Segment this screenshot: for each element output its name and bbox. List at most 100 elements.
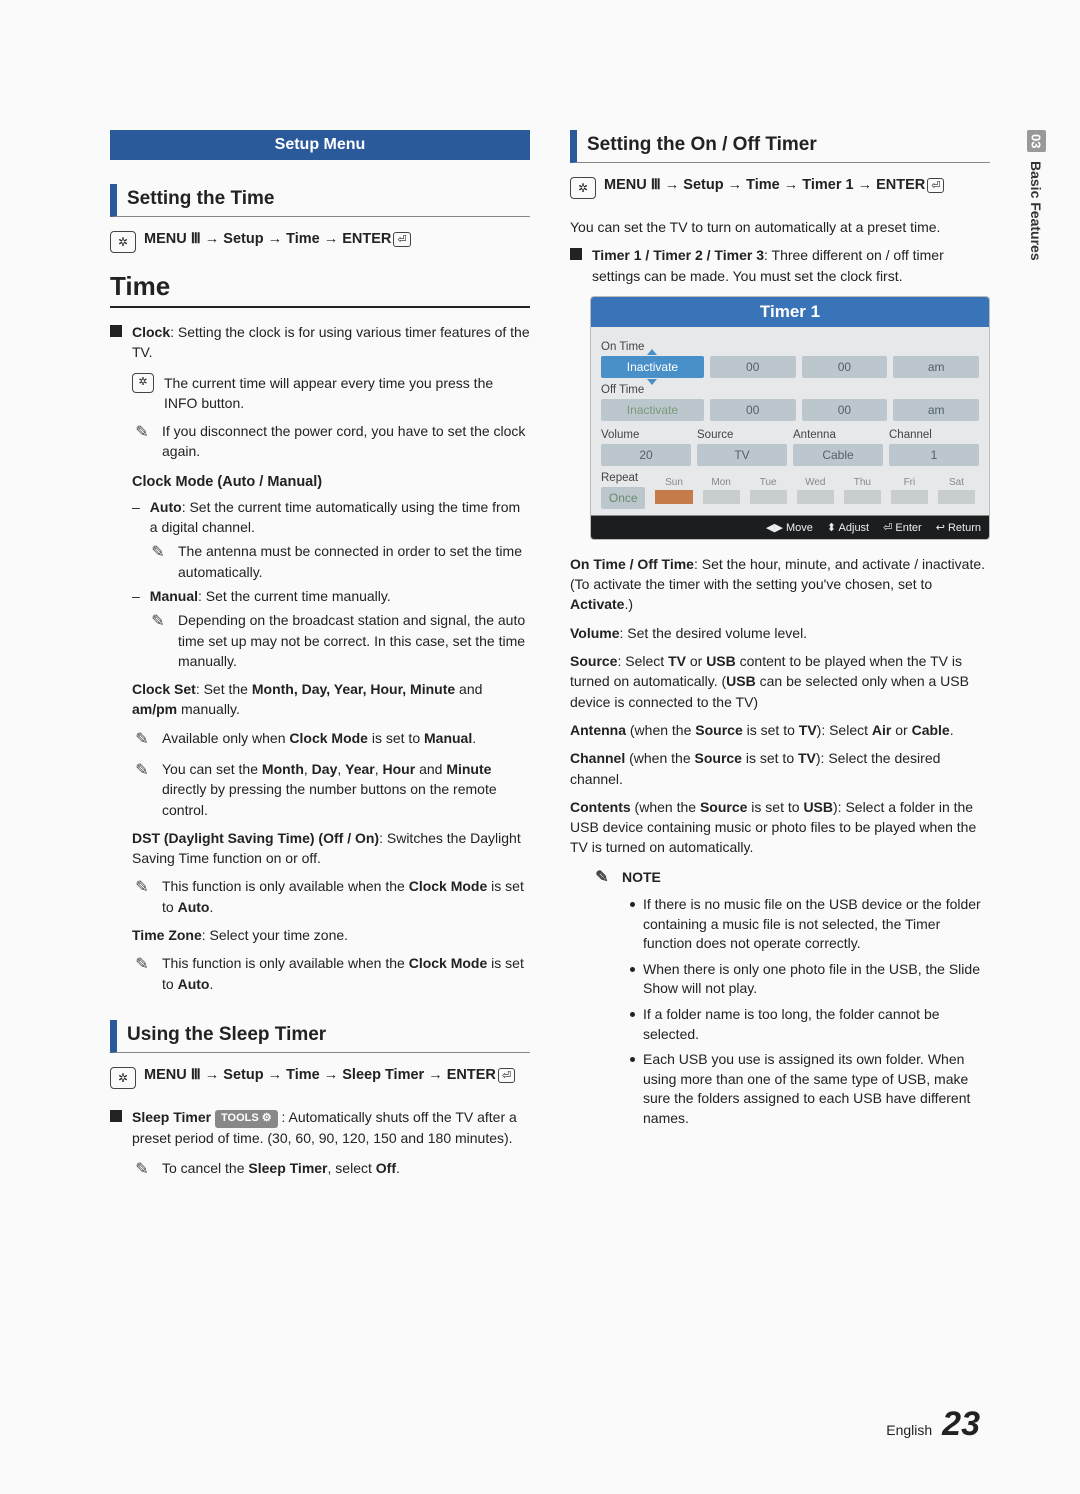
enter-icon: ⏎: [393, 232, 410, 247]
note-1: If there is no music file on the USB dev…: [630, 895, 990, 954]
note-icon: ✎: [132, 759, 152, 820]
p-volume: Volume: Set the desired volume level.: [570, 623, 990, 643]
manual-item: – Manual: Set the current time manually.: [132, 586, 530, 606]
power-cord-note: ✎ If you disconnect the power cord, you …: [132, 421, 530, 462]
chapter-tab: 03 Basic Features: [1022, 130, 1050, 264]
note-4: Each USB you use is assigned its own fol…: [630, 1050, 990, 1128]
day-mon-box[interactable]: [703, 490, 740, 504]
osd-src-label: Source: [697, 429, 787, 441]
note-icon: ✎: [132, 1158, 152, 1181]
osd-footer-move: ◀▶ Move: [766, 521, 813, 534]
day-sun-box[interactable]: [655, 490, 692, 504]
auto-item: – Auto: Set the current time automatical…: [132, 497, 530, 538]
nav-path-time: ✲ MENU Ⅲ → Setup → Time → ENTER⏎: [110, 231, 530, 253]
day-tue-box[interactable]: [750, 490, 787, 504]
manual-label: Manual: [150, 588, 198, 604]
osd-vol-val[interactable]: 20: [601, 444, 691, 466]
osd-offtime-min[interactable]: 00: [802, 399, 888, 421]
note-heading-text: NOTE: [622, 867, 661, 887]
p-source: Source: Select TV or USB content to be p…: [570, 651, 990, 712]
osd-title: Timer 1: [591, 297, 989, 327]
manual-text: : Set the current time manually.: [198, 588, 391, 604]
clock-text: : Setting the clock is for using various…: [132, 324, 530, 360]
p-antenna: Antenna (when the Source is set to TV): …: [570, 720, 990, 740]
menu-icon: ✲: [110, 1067, 136, 1089]
sleep-timer-item: Sleep Timer TOOLS ⚙ : Automatically shut…: [110, 1107, 530, 1148]
sleep-cancel-note: ✎ To cancel the Sleep Timer, select Off.: [132, 1158, 530, 1181]
footer-lang: English: [886, 1422, 932, 1438]
auto-note-text: The antenna must be connected in order t…: [178, 541, 530, 582]
auto-label: Auto: [150, 499, 182, 515]
day-fri: Fri: [891, 477, 928, 488]
clock-label: Clock: [132, 324, 170, 340]
day-wed-box[interactable]: [797, 490, 834, 504]
timer-desc: Timer 1 / Timer 2 / Timer 3: Three diffe…: [570, 245, 990, 286]
day-thu-box[interactable]: [844, 490, 881, 504]
osd-ch-label: Channel: [889, 429, 979, 441]
timezone: Time Zone: Select your time zone.: [132, 925, 530, 945]
osd-offtime-ampm[interactable]: am: [893, 399, 979, 421]
day-mon: Mon: [703, 477, 740, 488]
note-icon: ✎: [148, 541, 168, 582]
chapter-name: Basic Features: [1028, 159, 1044, 261]
osd-offtime-label: Off Time: [601, 384, 979, 396]
tools-badge: TOOLS ⚙: [215, 1110, 278, 1128]
timer-osd: Timer 1 On Time Inactivate 00 00 am Off …: [590, 296, 990, 540]
osd-vol-label: Volume: [601, 429, 691, 441]
osd-src-val[interactable]: TV: [697, 444, 787, 466]
note-2: When there is only one photo file in the…: [630, 960, 990, 999]
square-bullet-icon: [570, 248, 582, 260]
note-icon: ✎: [132, 953, 152, 994]
tz-note: ✎ This function is only available when t…: [132, 953, 530, 994]
p-contents: Contents (when the Source is set to USB)…: [570, 797, 990, 858]
note-icon: ✎: [132, 876, 152, 917]
auto-note: ✎ The antenna must be connected in order…: [148, 541, 530, 582]
osd-ant-val[interactable]: Cable: [793, 444, 883, 466]
clock-item: Clock: Setting the clock is for using va…: [110, 322, 530, 363]
note-3: If a folder name is too long, the folder…: [630, 1005, 990, 1044]
cs-note1: ✎ Available only when Clock Mode is set …: [132, 728, 530, 751]
enter-icon: ⏎: [498, 1068, 515, 1083]
day-sat-box[interactable]: [938, 490, 975, 504]
osd-ontime-min[interactable]: 00: [802, 356, 888, 378]
day-thu: Thu: [844, 477, 881, 488]
cs-note2: ✎ You can set the Month, Day, Year, Hour…: [132, 759, 530, 820]
menu-icon: ✲: [110, 231, 136, 253]
manual-note-text: Depending on the broadcast station and s…: [178, 610, 530, 671]
day-fri-box[interactable]: [891, 490, 928, 504]
note-icon: ✎: [148, 610, 168, 671]
nav-text: MENU Ⅲ → Setup → Time → ENTER: [144, 231, 391, 247]
info-hint-text: The current time will appear every time …: [164, 373, 530, 414]
osd-repeat-val[interactable]: Once: [601, 487, 645, 509]
osd-footer-adjust: ⬍ Adjust: [827, 521, 869, 534]
note-icon: ✎: [132, 421, 152, 462]
time-heading: Time: [110, 271, 530, 308]
p-onoff: On Time / Off Time: Set the hour, minute…: [570, 554, 990, 615]
osd-footer: ◀▶ Move ⬍ Adjust ⏎ Enter ↩ Return: [591, 515, 989, 539]
nav-text: MENU Ⅲ → Setup → Time → Sleep Timer → EN…: [144, 1067, 496, 1083]
osd-footer-return: ↩ Return: [936, 521, 981, 534]
p-channel: Channel (when the Source is set to TV): …: [570, 748, 990, 789]
chapter-number: 03: [1027, 130, 1046, 152]
day-tue: Tue: [750, 477, 787, 488]
osd-offtime-hour[interactable]: 00: [710, 399, 796, 421]
info-hint: ✲ The current time will appear every tim…: [132, 373, 530, 414]
enter-icon: ⏎: [927, 178, 944, 193]
manual-note: ✎ Depending on the broadcast station and…: [148, 610, 530, 671]
osd-ontime-hour[interactable]: 00: [710, 356, 796, 378]
osd-offtime-state[interactable]: Inactivate: [601, 399, 704, 421]
nav-text: MENU Ⅲ → Setup → Time → Timer 1 → ENTER: [604, 177, 925, 193]
osd-ch-val[interactable]: 1: [889, 444, 979, 466]
osd-ontime-ampm[interactable]: am: [893, 356, 979, 378]
osd-ontime-state[interactable]: Inactivate: [601, 356, 704, 378]
clock-mode-title: Clock Mode (Auto / Manual): [132, 472, 530, 493]
bullet-icon: [630, 1057, 635, 1062]
bullet-icon: [630, 1012, 635, 1017]
nav-path-timer1: ✲ MENU Ⅲ → Setup → Time → Timer 1 → ENTE…: [570, 177, 990, 199]
note-icon: ✎: [592, 866, 612, 889]
square-bullet-icon: [110, 325, 122, 337]
power-cord-note-text: If you disconnect the power cord, you ha…: [162, 421, 530, 462]
day-wed: Wed: [797, 477, 834, 488]
osd-ontime-label: On Time: [601, 341, 979, 353]
section-setting-time: Setting the Time: [110, 184, 530, 217]
